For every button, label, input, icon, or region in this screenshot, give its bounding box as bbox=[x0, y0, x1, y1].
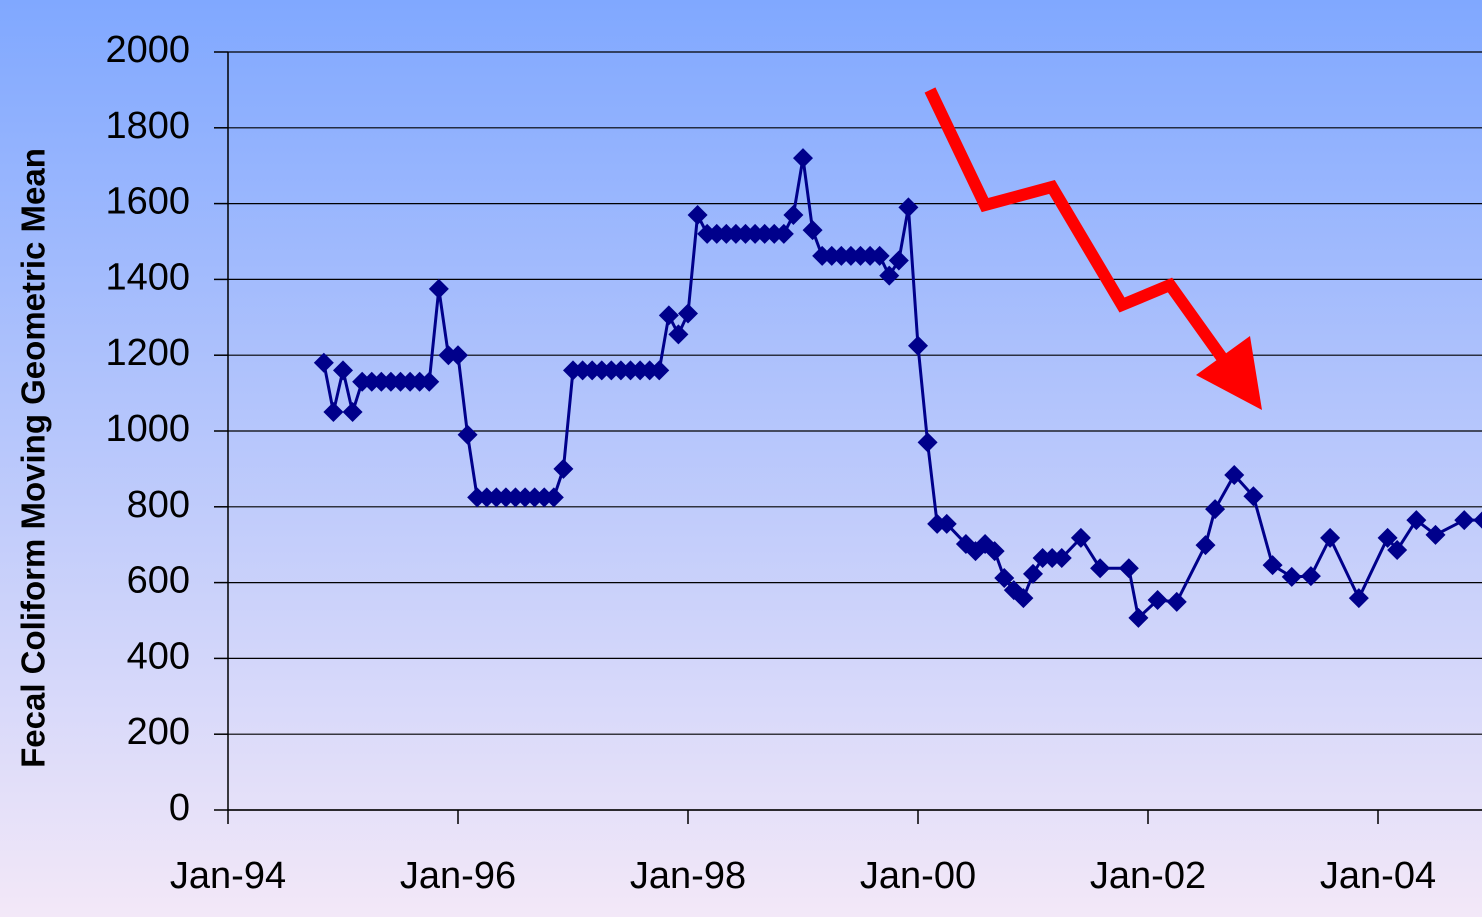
data-point bbox=[342, 402, 363, 423]
data-point bbox=[1406, 510, 1427, 531]
data-point bbox=[1320, 527, 1341, 548]
y-tick-label: 200 bbox=[127, 711, 190, 753]
data-point bbox=[888, 250, 909, 271]
y-tick-label: 0 bbox=[169, 787, 190, 829]
x-tick-label: Jan-96 bbox=[400, 855, 516, 897]
data-point bbox=[1377, 527, 1398, 548]
data-point bbox=[984, 541, 1005, 562]
x-tick-label: Jan-00 bbox=[860, 855, 976, 897]
data-point bbox=[1013, 588, 1034, 609]
data-point bbox=[678, 303, 698, 324]
data-point bbox=[1118, 558, 1139, 579]
data-point bbox=[994, 568, 1015, 589]
y-tick-label: 2000 bbox=[105, 29, 190, 71]
y-tick-label: 1400 bbox=[105, 256, 190, 298]
data-point bbox=[668, 324, 689, 345]
y-axis-label: Fecal Coliform Moving Geometric Mean bbox=[15, 148, 52, 768]
x-tick-label: Jan-98 bbox=[630, 855, 746, 897]
data-point bbox=[936, 513, 957, 534]
y-tick-label: 600 bbox=[127, 560, 190, 602]
data-point bbox=[1454, 510, 1475, 531]
data-point bbox=[419, 371, 440, 392]
data-point bbox=[773, 223, 794, 244]
data-point bbox=[1166, 591, 1187, 612]
data-point bbox=[898, 197, 919, 218]
data-point bbox=[1128, 607, 1149, 628]
data-point bbox=[1300, 566, 1321, 587]
data-point bbox=[869, 245, 890, 266]
trend-arrow bbox=[924, 87, 1230, 366]
data-point bbox=[1243, 486, 1264, 507]
y-tick-label: 400 bbox=[127, 635, 190, 677]
data-point bbox=[793, 148, 813, 169]
data-point bbox=[783, 204, 804, 225]
data-point bbox=[1262, 555, 1283, 576]
data-point bbox=[323, 402, 344, 423]
y-tick-label: 1200 bbox=[105, 332, 190, 374]
data-point bbox=[1348, 588, 1369, 609]
data-point bbox=[428, 278, 449, 299]
data-point bbox=[457, 424, 478, 445]
y-tick-label: 1800 bbox=[105, 105, 190, 147]
data-point bbox=[1205, 499, 1226, 520]
x-tick-label: Jan-04 bbox=[1320, 855, 1436, 897]
data-point bbox=[1224, 464, 1245, 485]
trend-arrowhead bbox=[1196, 336, 1262, 410]
data-point bbox=[333, 360, 353, 381]
data-point bbox=[313, 352, 334, 373]
data-point bbox=[687, 204, 708, 225]
data-point bbox=[649, 360, 670, 381]
data-point bbox=[917, 432, 938, 453]
data-point bbox=[879, 265, 900, 286]
data-point bbox=[1051, 547, 1072, 568]
data-point bbox=[1281, 566, 1302, 587]
data-point bbox=[1425, 524, 1446, 545]
y-tick-label: 800 bbox=[127, 484, 190, 526]
data-point bbox=[658, 305, 679, 326]
data-point bbox=[908, 335, 928, 356]
x-tick-label: Jan-02 bbox=[1090, 855, 1206, 897]
y-tick-label: 1600 bbox=[105, 181, 190, 223]
data-point bbox=[1147, 590, 1168, 611]
data-point bbox=[1195, 535, 1216, 556]
data-point bbox=[1387, 540, 1408, 561]
y-tick-label: 1000 bbox=[105, 408, 190, 450]
data-point bbox=[802, 220, 823, 241]
data-point bbox=[1090, 558, 1111, 579]
data-point bbox=[1070, 527, 1091, 548]
x-tick-label: Jan-94 bbox=[170, 855, 286, 897]
data-point bbox=[1023, 563, 1043, 584]
data-point bbox=[543, 487, 564, 508]
data-point bbox=[553, 458, 574, 479]
data-point bbox=[448, 345, 468, 366]
data-point bbox=[1473, 511, 1482, 529]
